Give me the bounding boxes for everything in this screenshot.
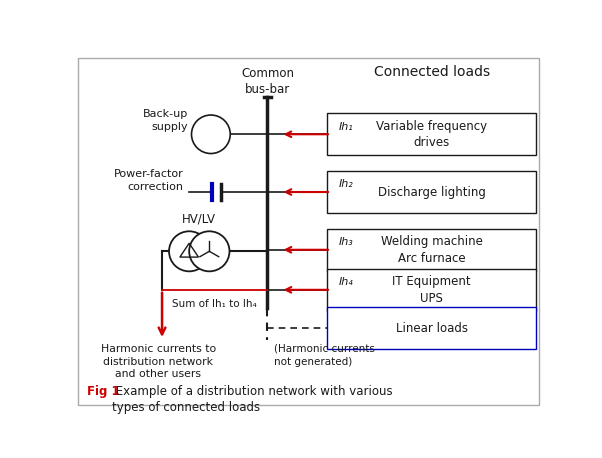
Text: Example of a distribution network with various
types of connected loads: Example of a distribution network with v… <box>112 385 393 414</box>
Text: IT Equipment
UPS: IT Equipment UPS <box>393 275 471 305</box>
Text: Fig 1: Fig 1 <box>87 385 120 398</box>
Text: Linear loads: Linear loads <box>396 322 468 335</box>
Bar <box>327 171 536 213</box>
Bar <box>327 113 536 155</box>
Text: Ih₂: Ih₂ <box>339 180 353 189</box>
Text: G: G <box>205 127 217 142</box>
Text: Ih₄: Ih₄ <box>339 277 353 287</box>
Text: Harmonic currents to
distribution network
and other users: Harmonic currents to distribution networ… <box>101 344 216 379</box>
Bar <box>327 269 536 311</box>
Text: Sum of Ih₁ to Ih₄: Sum of Ih₁ to Ih₄ <box>172 299 257 309</box>
Text: Common
bus-bar: Common bus-bar <box>241 67 294 97</box>
Text: Back-up
supply: Back-up supply <box>143 109 188 131</box>
Text: Welding machine
Arc furnace: Welding machine Arc furnace <box>381 235 483 265</box>
Text: Connected loads: Connected loads <box>374 65 490 79</box>
Text: HV/LV: HV/LV <box>182 212 216 225</box>
Circle shape <box>189 231 229 271</box>
Text: Ih₁: Ih₁ <box>339 121 353 131</box>
Text: Power-factor
correction: Power-factor correction <box>114 169 184 191</box>
Circle shape <box>191 115 230 153</box>
Bar <box>327 229 536 271</box>
Text: Discharge lighting: Discharge lighting <box>378 185 486 198</box>
Text: Ih₃: Ih₃ <box>339 237 353 247</box>
Text: Variable frequency
drives: Variable frequency drives <box>376 120 487 149</box>
Circle shape <box>169 231 209 271</box>
Text: (Harmonic currents
not generated): (Harmonic currents not generated) <box>274 344 374 366</box>
Bar <box>327 307 536 349</box>
